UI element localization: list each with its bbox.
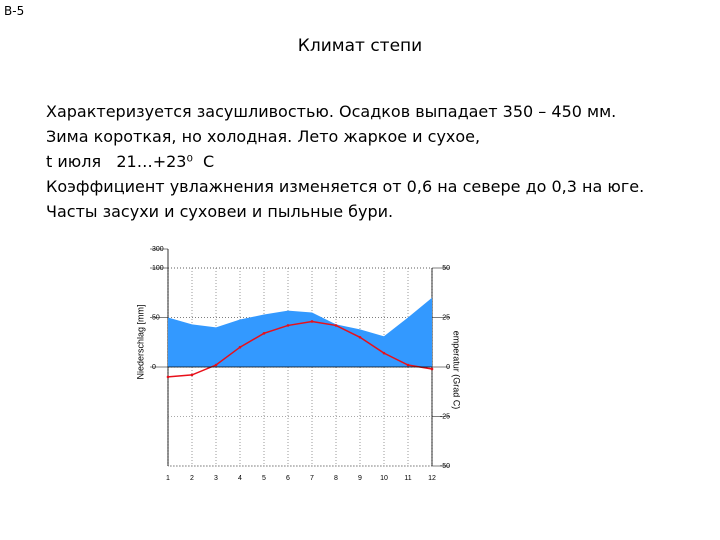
x-tick-label: 9 — [358, 475, 362, 482]
temperature-point — [286, 324, 290, 327]
temperature-point — [430, 367, 434, 371]
x-tick-label: 4 — [238, 475, 242, 482]
temperature-point — [334, 324, 338, 327]
y2-axis-title: emperatur (Grad C) — [452, 331, 462, 410]
x-tick-label: 8 — [334, 475, 338, 482]
x-tick-label: 3 — [214, 475, 218, 482]
temperature-point — [190, 373, 194, 377]
y2-tick-label: 50 — [442, 265, 450, 272]
temperature-point — [382, 351, 386, 355]
temperature-point — [358, 336, 362, 339]
x-tick-label: 11 — [404, 475, 411, 482]
text-line: Часты засухи и суховеи и пыльные бури. — [46, 202, 394, 221]
text-line: Зима короткая, но холодная. Лето жаркое … — [46, 127, 481, 146]
temperature-point — [310, 320, 314, 323]
temperature-point — [406, 363, 410, 367]
x-tick-label: 1 — [166, 475, 170, 482]
temperature-point — [238, 345, 242, 349]
text-block: Характеризуется засушливостью. Осадков в… — [46, 99, 644, 224]
x-tick-label: 7 — [310, 475, 314, 482]
y-tick-label: 100 — [152, 265, 164, 272]
slide-title: Климат степи — [297, 36, 423, 56]
x-tick-label: 10 — [380, 475, 388, 482]
temperature-point — [214, 363, 218, 367]
y-tick-label: 0 — [152, 364, 156, 371]
y2-tick-label: 0 — [446, 364, 450, 371]
text-line: t июля 21…+23⁰ С — [46, 152, 215, 171]
x-tick-label: 5 — [262, 475, 266, 482]
x-tick-label: 6 — [286, 475, 290, 482]
precipitation-area — [168, 297, 432, 367]
y2-tick-label: -50 — [440, 463, 450, 470]
text-line: Коэффициент увлажнения изменяется от 0,6… — [46, 177, 645, 196]
slide-label: В-5 — [4, 4, 25, 18]
temperature-point — [166, 375, 170, 379]
text-line: Характеризуется засушливостью. Осадков в… — [46, 102, 617, 121]
temperature-point — [262, 332, 266, 335]
x-tick-label: 12 — [428, 475, 436, 482]
y2-tick-label: 25 — [442, 314, 450, 321]
x-tick-label: 2 — [190, 475, 194, 482]
y-axis-title: Niederschlag [mm] — [135, 304, 145, 379]
y2-tick-label: -25 — [440, 413, 450, 420]
y-tick-label: 300 — [152, 246, 164, 253]
y-tick-label: 50 — [152, 314, 160, 321]
